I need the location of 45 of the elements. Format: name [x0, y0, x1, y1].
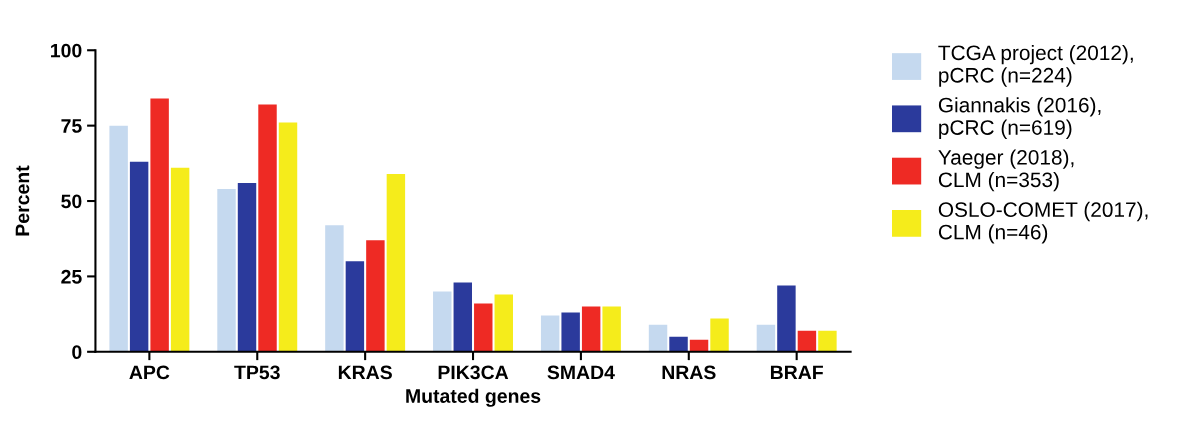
bar [345, 261, 365, 352]
bar [581, 306, 601, 352]
x-tick-label: BRAF [770, 365, 823, 380]
y-tick-label: 25 [61, 269, 82, 284]
x-axis-title: Mutated genes [406, 388, 541, 407]
bar [540, 315, 560, 352]
x-tick-label: PIK3CA [438, 365, 509, 380]
bar [433, 291, 452, 352]
y-axis-title: Percent [15, 165, 30, 236]
bar [453, 282, 472, 352]
bar [129, 161, 149, 352]
bar [756, 324, 776, 352]
bar [777, 285, 796, 352]
bar [258, 104, 277, 352]
bar [669, 336, 688, 352]
bar [237, 182, 257, 352]
bar [325, 225, 344, 352]
x-tick-label: SMAD4 [547, 365, 615, 380]
bar [818, 330, 837, 352]
y-tick-label: 100 [51, 43, 82, 58]
bar [217, 188, 236, 352]
legend-label: OSLO-COMET (2017), CLM (n=46) [938, 201, 1148, 244]
legend-label: Yaeger (2018), CLM (n=353) [938, 149, 1074, 192]
bar [648, 324, 668, 352]
bar [561, 312, 580, 352]
bar [366, 240, 385, 352]
y-tick-label: 75 [61, 119, 82, 133]
y-tick-label: 0 [72, 345, 82, 360]
bar [797, 330, 817, 352]
legend-label: TCGA project (2012), pCRC (n=224) [938, 44, 1133, 87]
bar [150, 98, 169, 352]
bar [109, 125, 128, 352]
legend-label: Giannakis (2016), pCRC (n=619) [938, 97, 1101, 140]
x-tick-label: NRAS [662, 365, 716, 380]
y-tick-label: 50 [61, 194, 82, 209]
x-tick-label: KRAS [338, 365, 392, 380]
bar [278, 122, 298, 352]
bar [170, 167, 190, 352]
bar [602, 306, 621, 352]
bar [494, 294, 513, 352]
bar [474, 303, 493, 352]
bar [386, 173, 406, 352]
bar [710, 318, 729, 352]
x-tick-label: TP53 [234, 365, 280, 380]
x-tick-label: APC [129, 365, 170, 380]
